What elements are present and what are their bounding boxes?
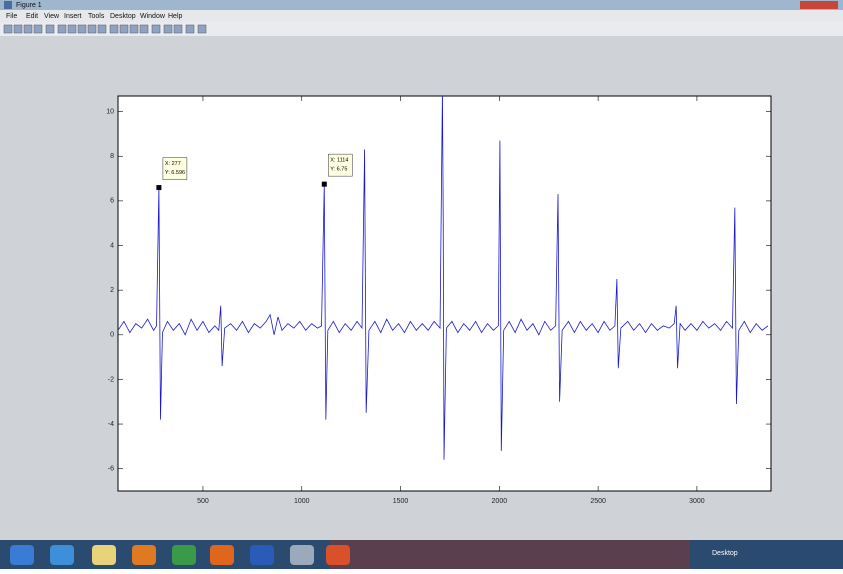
taskbar-icon[interactable] [250,545,274,565]
toolbar-button[interactable] [110,25,118,33]
toolbar-button[interactable] [186,25,194,33]
window-title: Figure 1 [16,2,42,9]
x-tick-label: 1500 [393,498,409,505]
y-tick-label: 10 [106,108,114,115]
menu-item[interactable]: Desktop [110,13,136,20]
menu-item[interactable]: Edit [26,13,38,20]
y-tick-label: -6 [108,466,114,473]
x-tick-label: 500 [197,498,209,505]
page: {"window": {"title": "Figure 1", "menu":… [0,0,843,569]
toolbar-button[interactable] [198,25,206,33]
y-tick-label: -2 [108,376,114,383]
taskbar-toolbar-label[interactable]: Desktop [712,550,738,557]
toolbar-button[interactable] [98,25,106,33]
toolbar-button[interactable] [88,25,96,33]
toolbar-button[interactable] [130,25,138,33]
screen: Figure 1 File Edit View Insert Tools Desktop W… [0,0,843,569]
toolbar-button[interactable] [34,25,42,33]
toolbar-button[interactable] [46,25,54,33]
toolbar-button[interactable] [120,25,128,33]
toolbar-button[interactable] [14,25,22,33]
y-tick-label: 6 [110,198,114,205]
toolbar-button[interactable] [174,25,182,33]
data-tip-marker [322,182,327,187]
taskbar-icon[interactable] [50,545,74,565]
x-tick-label: 2000 [492,498,508,505]
toolbar-button[interactable] [24,25,32,33]
menu-item[interactable]: Help [168,13,183,20]
toolbar-button[interactable] [68,25,76,33]
taskbar-wallpaper [330,540,690,569]
toolbar-button[interactable] [164,25,172,33]
y-tick-label: 2 [110,287,114,294]
title-bar [0,0,843,10]
y-tick-label: 4 [110,242,114,249]
y-tick-label: 8 [110,153,114,160]
menu-item[interactable]: View [44,13,60,20]
x-tick-label: 1000 [294,498,310,505]
taskbar-icon[interactable] [10,545,34,565]
taskbar-icon[interactable] [210,545,234,565]
taskbar-icon[interactable] [290,545,314,565]
x-tick-label: 3000 [689,498,705,505]
taskbar-icon[interactable] [132,545,156,565]
data-tip-x: X: 277 [165,161,181,167]
toolbar-button[interactable] [78,25,86,33]
menu-item[interactable]: Window [140,13,166,20]
data-tip-y: Y: 6.596 [165,170,185,176]
toolbar-button[interactable] [152,25,160,33]
taskbar-icon[interactable] [92,545,116,565]
data-tip-x: X: 1114 [330,158,348,164]
y-tick-label: 0 [110,332,114,339]
window-controls[interactable] [800,1,838,9]
menu-item[interactable]: File [6,13,17,20]
data-tip-marker [156,185,161,190]
data-tip-y: Y: 6.75 [330,167,347,173]
window-icon [4,1,12,9]
toolbar-button[interactable] [58,25,66,33]
toolbar-button[interactable] [140,25,148,33]
menu-item[interactable]: Insert [64,13,82,20]
x-tick-label: 2500 [590,498,606,505]
taskbar-icon[interactable] [172,545,196,565]
menu-item[interactable]: Tools [88,13,105,20]
y-tick-label: -4 [108,421,114,428]
taskbar-icon[interactable] [326,545,350,565]
toolbar-button[interactable] [4,25,12,33]
